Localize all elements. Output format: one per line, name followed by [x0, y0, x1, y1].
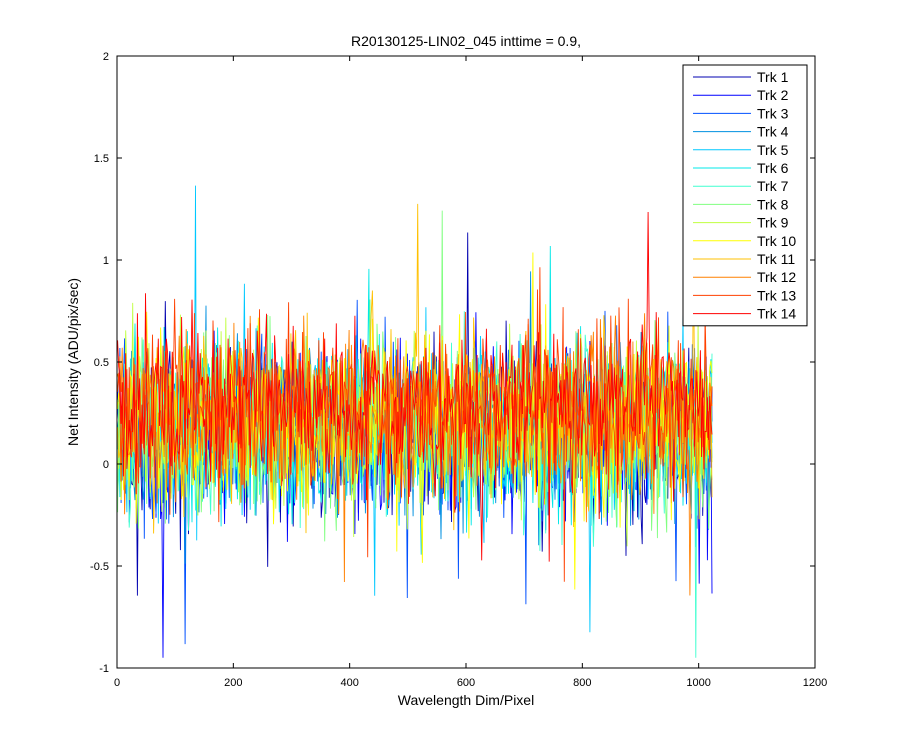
legend-label-11: Trk 11 [757, 251, 795, 267]
y-tick-label: -0.5 [90, 561, 109, 573]
legend-label-9: Trk 9 [757, 215, 789, 231]
x-tick-label: 400 [340, 677, 358, 689]
legend-label-3: Trk 3 [757, 105, 789, 121]
legend-label-5: Trk 5 [757, 142, 789, 158]
y-tick-label: 0.5 [94, 357, 109, 369]
legend-label-12: Trk 12 [757, 269, 796, 285]
legend-label-13: Trk 13 [757, 287, 796, 303]
series-layer [117, 185, 713, 658]
y-tick-label: -1 [99, 663, 109, 675]
y-tick-label: 1 [103, 255, 109, 267]
y-tick-label: 1.5 [94, 153, 109, 165]
x-tick-label: 0 [114, 677, 120, 689]
legend: Trk 1 Trk 2 Trk 3 Trk 4 Trk 5 Trk 6 Trk 7 Trk 8… [682, 64, 808, 327]
x-axis-title: Wavelength Dim/Pixel [398, 692, 534, 708]
legend-label-10: Trk 10 [757, 233, 796, 249]
y-axis-title: Net Intensity (ADU/pix/sec) [65, 278, 81, 446]
legend-label-6: Trk 6 [757, 160, 789, 176]
legend-label-2: Trk 2 [757, 87, 789, 103]
x-tick-label: 600 [457, 677, 475, 689]
x-tick-label: 1000 [686, 677, 710, 689]
y-tick-label: 0 [103, 459, 109, 471]
y-tick-label: 2 [103, 51, 109, 63]
x-tick-label: 200 [224, 677, 242, 689]
x-tick-label: 800 [573, 677, 591, 689]
x-tick-label: 1200 [803, 677, 827, 689]
plot-area: 0 200 400 600 800 1000 1200 -1 -0.5 0 0.5 1 1.5 2 [90, 51, 827, 689]
legend-label-1: Trk 1 [757, 69, 789, 85]
series-line-14 [117, 211, 713, 562]
legend-label-8: Trk 8 [757, 196, 789, 212]
legend-label-14: Trk 14 [757, 306, 796, 322]
legend-box [682, 64, 808, 327]
legend-label-7: Trk 7 [757, 178, 789, 194]
chart-title: R20130125-LIN02_045 inttime = 0.9, [351, 33, 581, 49]
ticks-layer: 0 200 400 600 800 1000 1200 -1 -0.5 0 0.5 1 1.5 2 [90, 51, 827, 689]
legend-label-4: Trk 4 [757, 124, 789, 140]
